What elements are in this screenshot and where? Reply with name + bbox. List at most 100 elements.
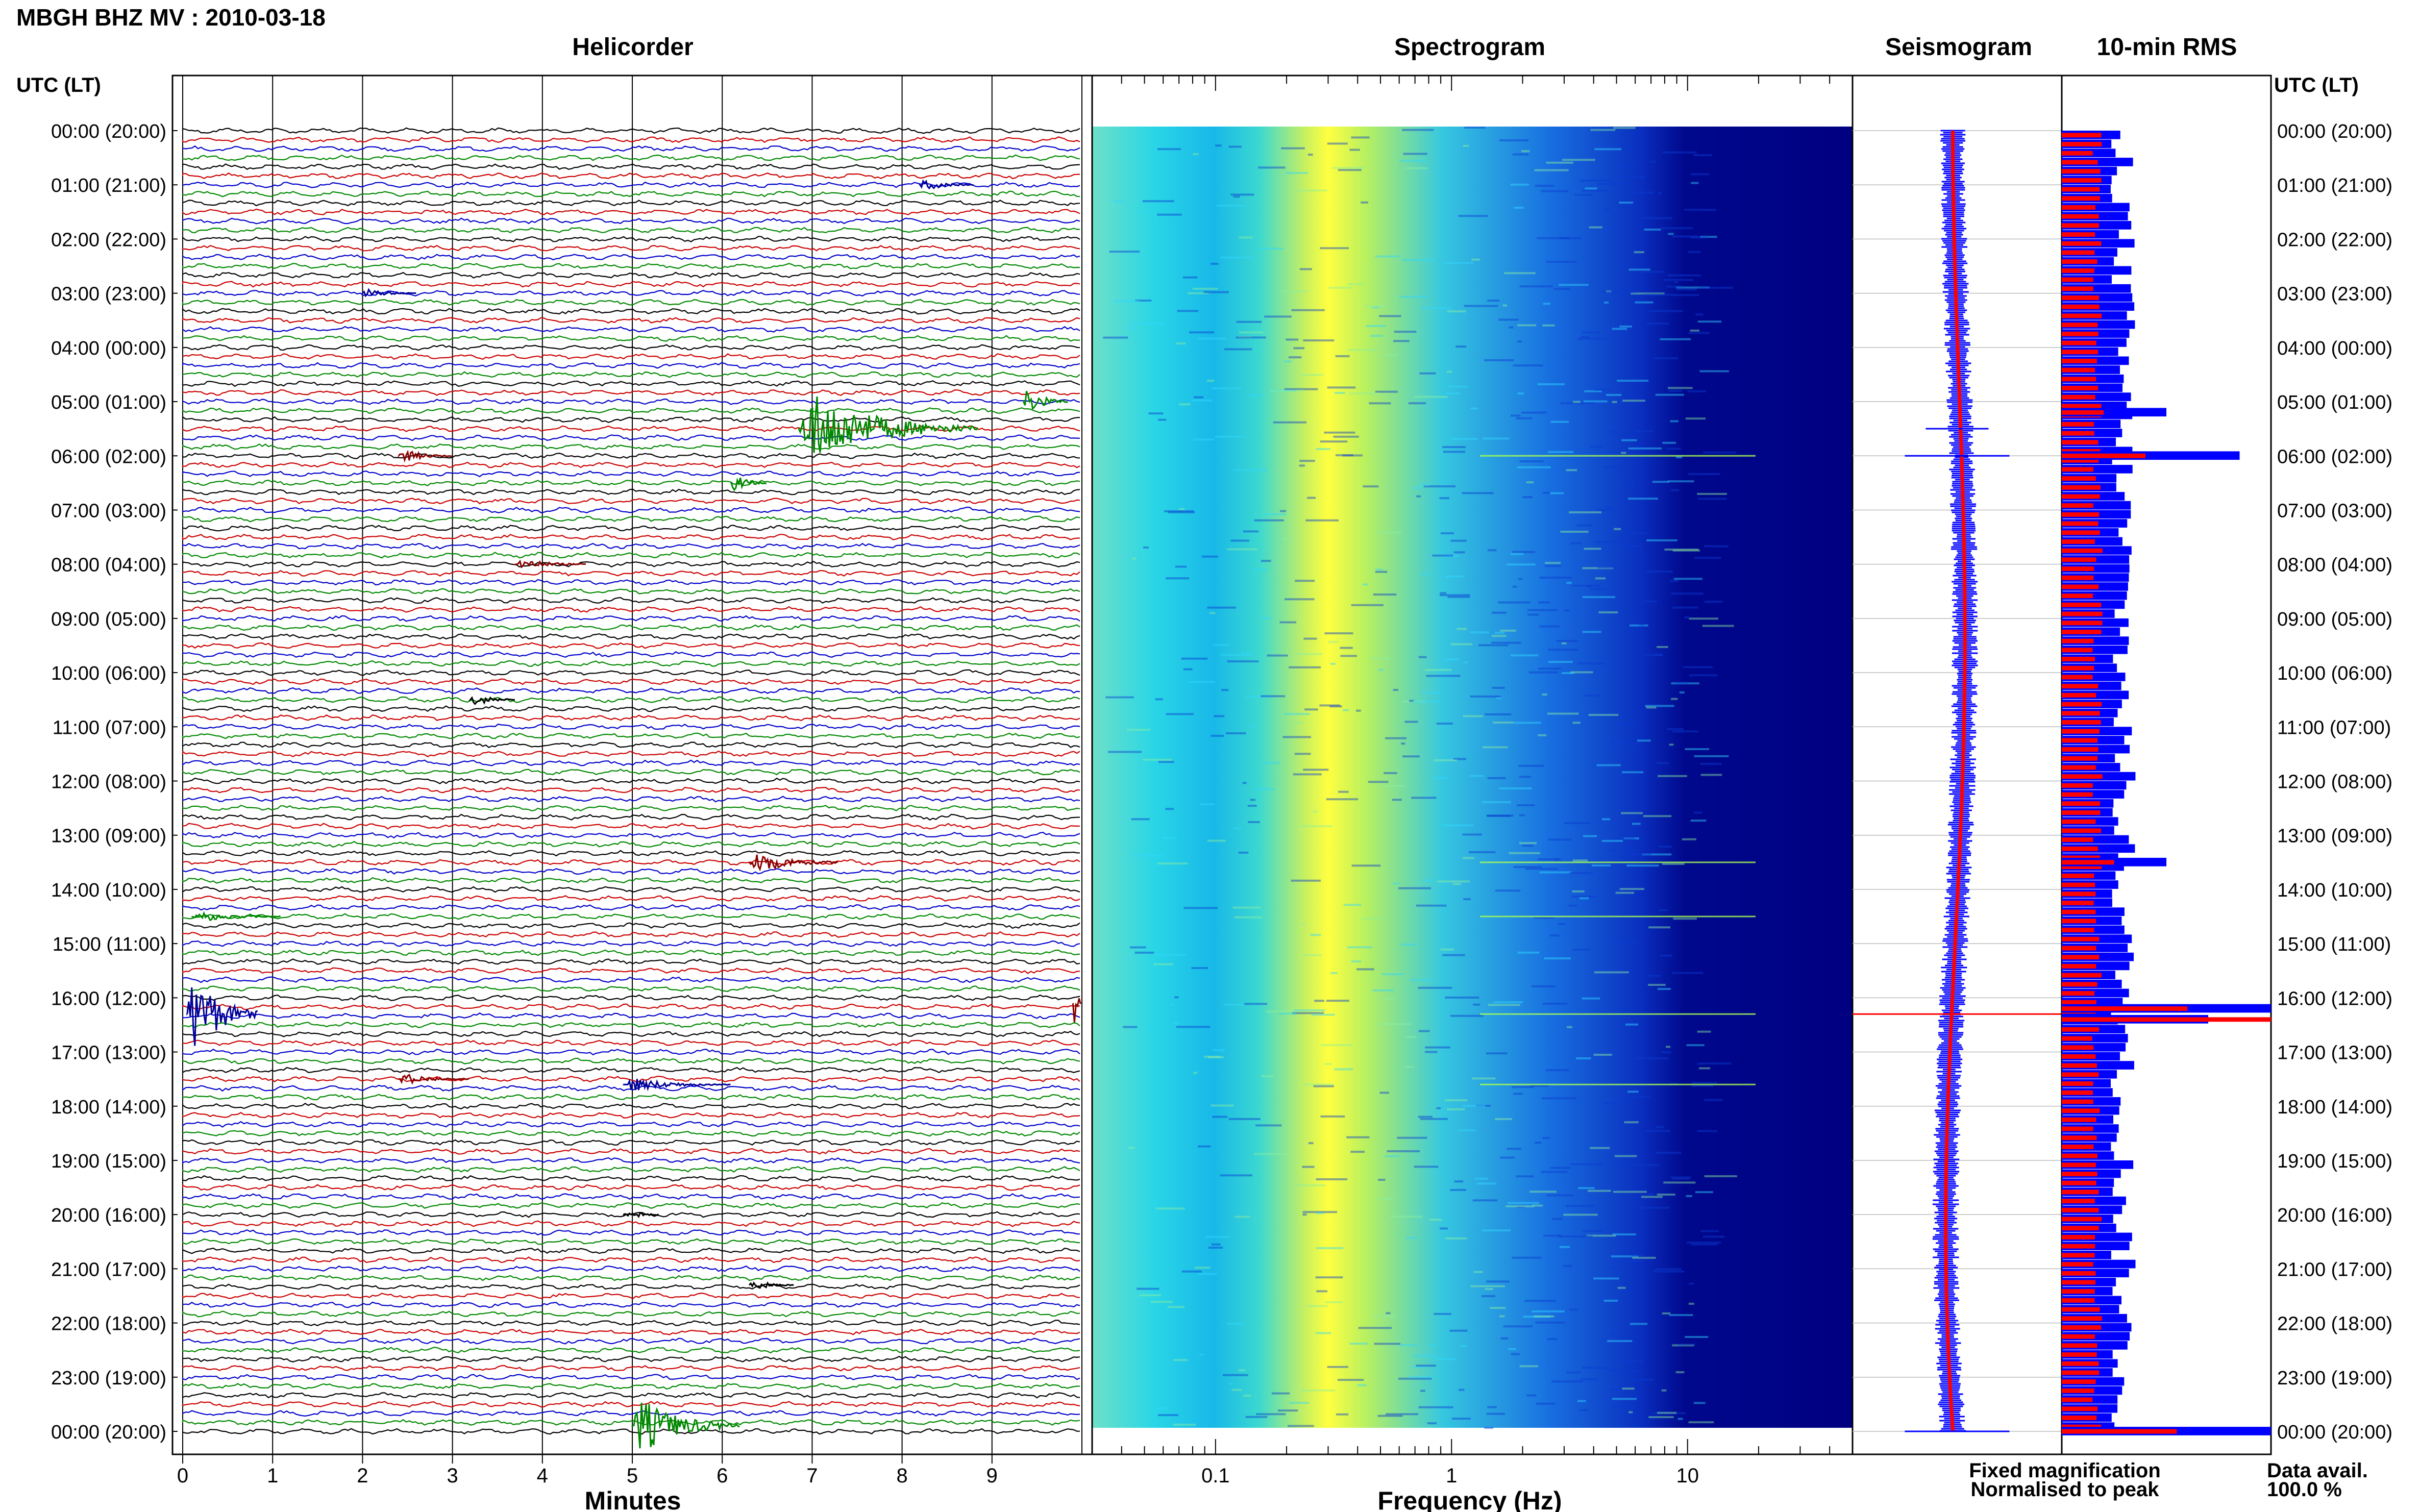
spectrogram-speckle [1442,954,1465,956]
spectrogram-speckle [1282,538,1293,540]
spectrogram-speckle [1424,1051,1438,1053]
rms-normalised-bar [2062,1117,2096,1122]
spectrogram-speckle [1155,1207,1185,1210]
spectrogram-speckle [1409,700,1414,702]
helicorder-event [468,696,515,705]
helicorder-trace-line [182,1057,1080,1065]
spectrogram-speckle [1548,451,1574,453]
spectrogram-speckle [1581,336,1590,338]
spectrogram-speckle [1622,771,1644,774]
spectrogram-speckle [1606,290,1612,293]
rms-normalised-bar [2062,331,2099,336]
spectrogram-speckle [1134,951,1154,954]
spectrogram-speckle [1212,387,1242,389]
minute-tick-label: 2 [357,1465,368,1487]
spectrogram-speckle [1236,336,1266,339]
spectrogram-speckle [1139,1294,1161,1297]
spectrogram-speckle [1266,1010,1294,1013]
spectrogram-speckle [1697,320,1722,323]
spectrogram-speckle [1393,882,1400,885]
rms-normalised-bar [2062,621,2103,626]
spectrogram-speckle [1447,1108,1465,1110]
helicorder-trace-line [182,1048,1080,1056]
rms-normalised-bar [2062,241,2102,246]
spectrogram-speckle [1486,1280,1510,1283]
spectrogram-speckle [1535,1321,1565,1324]
spectrogram-speckle [1697,1130,1717,1132]
spectrogram-speckle [1668,233,1674,235]
spectrogram-speckle [1193,1072,1198,1074]
spectrogram-speckle [1611,1255,1639,1258]
spectrogram-speckle [1142,200,1174,203]
spectrogram-speckle [1662,1312,1671,1315]
spectrogram-speckle [1582,997,1600,1000]
spectrogram-speckle [1401,742,1405,745]
rms-normalised-bar [2062,891,2096,897]
spectrogram-speckle [1570,1163,1603,1166]
helicorder-trace-line [182,922,1080,929]
rms-normalised-bar [2062,386,2099,390]
rms-normalised-bar [2062,665,2094,671]
helicorder-trace-line [182,127,1080,134]
spectrogram-speckle [1571,584,1600,587]
spectrogram-speckle [1375,571,1388,573]
spectrogram-speckle [1302,1166,1315,1168]
spectrogram-speckle [1682,838,1696,840]
data-avail-label: Data avail. [2267,1459,2368,1482]
helicorder-trace-line [182,136,1080,143]
spectrogram-speckle [1324,632,1353,635]
rms-normalised-bar [2062,512,2100,517]
spectrogram-speckle [1621,1096,1650,1098]
helicorder-trace-line [182,163,1080,170]
spectrogram-speckle [1586,1234,1616,1237]
rms-normalised-bar [2062,684,2099,689]
spectrogram-speckle [1611,742,1639,745]
spectrogram-speckle [1442,446,1466,449]
spectrogram-speckle [1350,1151,1365,1153]
legend-normalised-to-peak: Normalised to peak [1970,1478,2159,1501]
spectrogram-speckle [1311,1013,1335,1016]
spectrogram-speckle [1375,390,1398,393]
spectrogram-speckle [1295,580,1315,582]
spectrogram-speckle [1453,551,1465,554]
spectrogram-speckle [1303,1083,1334,1086]
hour-label-left: 19:00 (15:00) [51,1151,166,1172]
spectrogram-speckle [1576,1057,1591,1059]
spectrogram-speckle [1536,1402,1556,1405]
spectrogram-speckle [1566,582,1572,584]
spectrogram-speckle [1439,497,1449,500]
spectrogram-speckle [1150,1301,1173,1303]
spectrogram-speckle [1232,469,1268,472]
rms-normalised-bar [2062,575,2094,580]
hour-label-left: 14:00 (10:00) [51,880,166,901]
spectrogram-speckle [1601,839,1623,842]
spectrogram-speckle [1429,1219,1442,1221]
minutes-axis: 0 1 2 3 4 5 6 7 8 9 [177,1454,998,1487]
spectrogram-speckle [1686,1242,1721,1244]
helicorder-trace-line [182,1157,1080,1164]
helicorder-trace-line [182,994,1080,1001]
helicorder-trace-line [182,326,1080,333]
rms-normalised-bar [2062,720,2101,725]
rms-normalised-bar [2062,1334,2095,1339]
spectrogram-speckle [1227,548,1257,551]
hour-label-right: 12:00 (08:00) [2277,772,2392,793]
helicorder-trace-line [182,1347,1080,1354]
spectrogram-speckle [1286,338,1299,341]
rms-normalised-bar [2062,340,2096,345]
spectrogram-speckle [1547,712,1579,715]
spectrogram-speckle [1432,554,1453,557]
rms-normalised-spike [2062,1429,2177,1434]
spectrogram-speckle [1436,1107,1441,1109]
spectrogram-speckle [1248,821,1260,823]
spectrogram-speckle [1519,776,1531,778]
spectrogram-speckle [1558,1235,1593,1237]
spectrogram-speckle [1546,161,1573,164]
hour-label-right: 21:00 (17:00) [2277,1259,2392,1280]
spectrogram-speckle [1434,1312,1451,1315]
spectrogram-speckle [1255,1124,1282,1127]
spectrogram-speckle [1167,1306,1184,1308]
spectrogram-speckle [1423,485,1456,488]
rms-normalised-bar [2062,1063,2097,1068]
helicorder-trace-line [182,823,1080,830]
